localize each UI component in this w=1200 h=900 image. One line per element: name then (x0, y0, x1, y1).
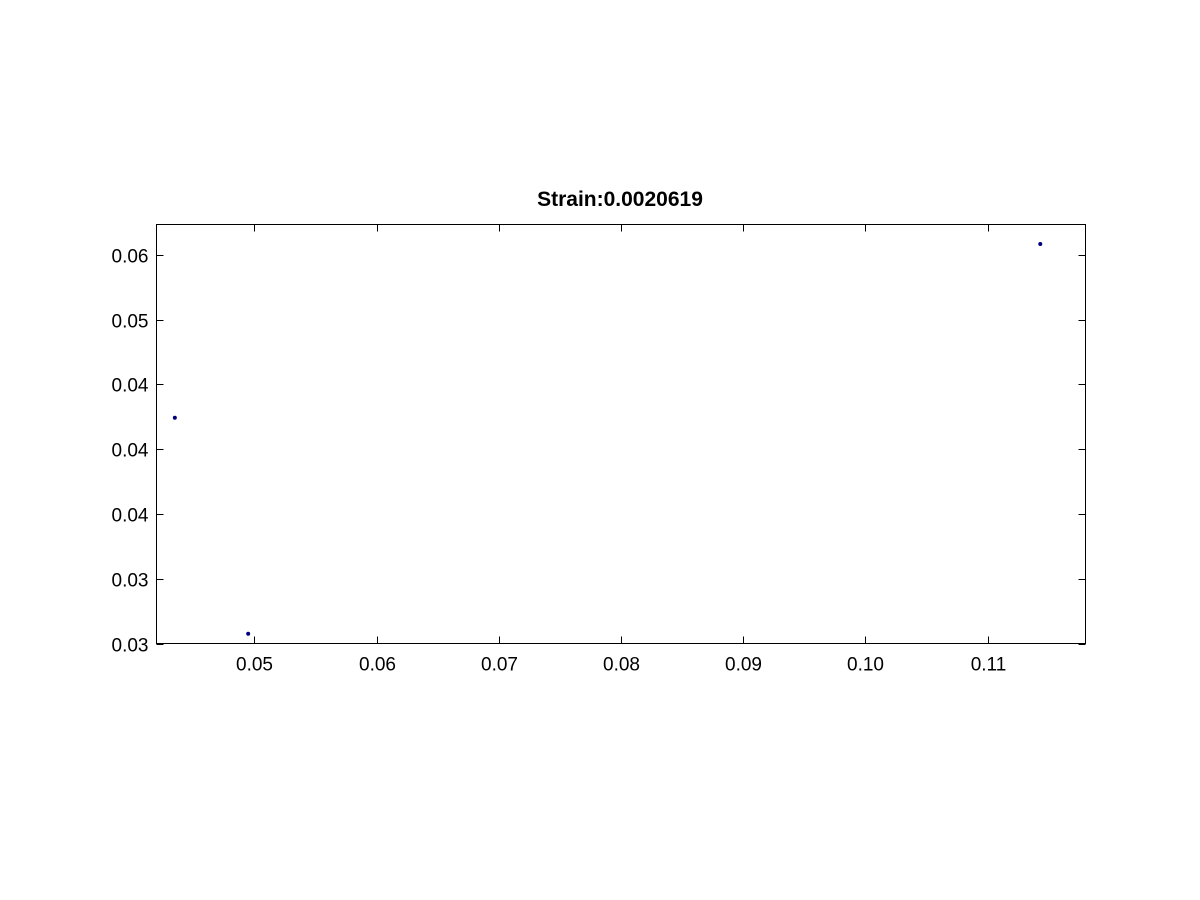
x-tick-label: 0.06 (359, 655, 396, 676)
data-point (172, 415, 177, 420)
y-tick-label: 0.03 (112, 636, 149, 657)
axes-box (156, 224, 1086, 644)
x-tick-label: 0.09 (725, 655, 762, 676)
y-tick-label: 0.04 (112, 441, 149, 462)
data-point (246, 631, 251, 636)
x-tick-label: 0.10 (847, 655, 884, 676)
y-tick-label: 0.03 (112, 571, 149, 592)
y-axis: 0.06 0.05 0.04 0.04 0.04 0.03 0.03 (112, 247, 1086, 657)
y-tick-label: 0.04 (112, 506, 149, 527)
x-tick-label: 0.05 (236, 655, 273, 676)
y-tick-label: 0.05 (112, 312, 149, 333)
x-tick-label: 0.08 (603, 655, 640, 676)
y-tick-label: 0.06 (112, 247, 149, 268)
chart-title: Strain:0.0020619 (537, 188, 703, 211)
data-points (172, 241, 1043, 636)
y-tick-label: 0.04 (112, 376, 149, 397)
x-tick-label: 0.07 (481, 655, 518, 676)
x-axis: 0.05 0.06 0.07 0.08 0.09 0.10 0.11 (236, 224, 1007, 676)
x-tick-label: 0.11 (971, 655, 1007, 676)
data-point (1038, 241, 1043, 246)
